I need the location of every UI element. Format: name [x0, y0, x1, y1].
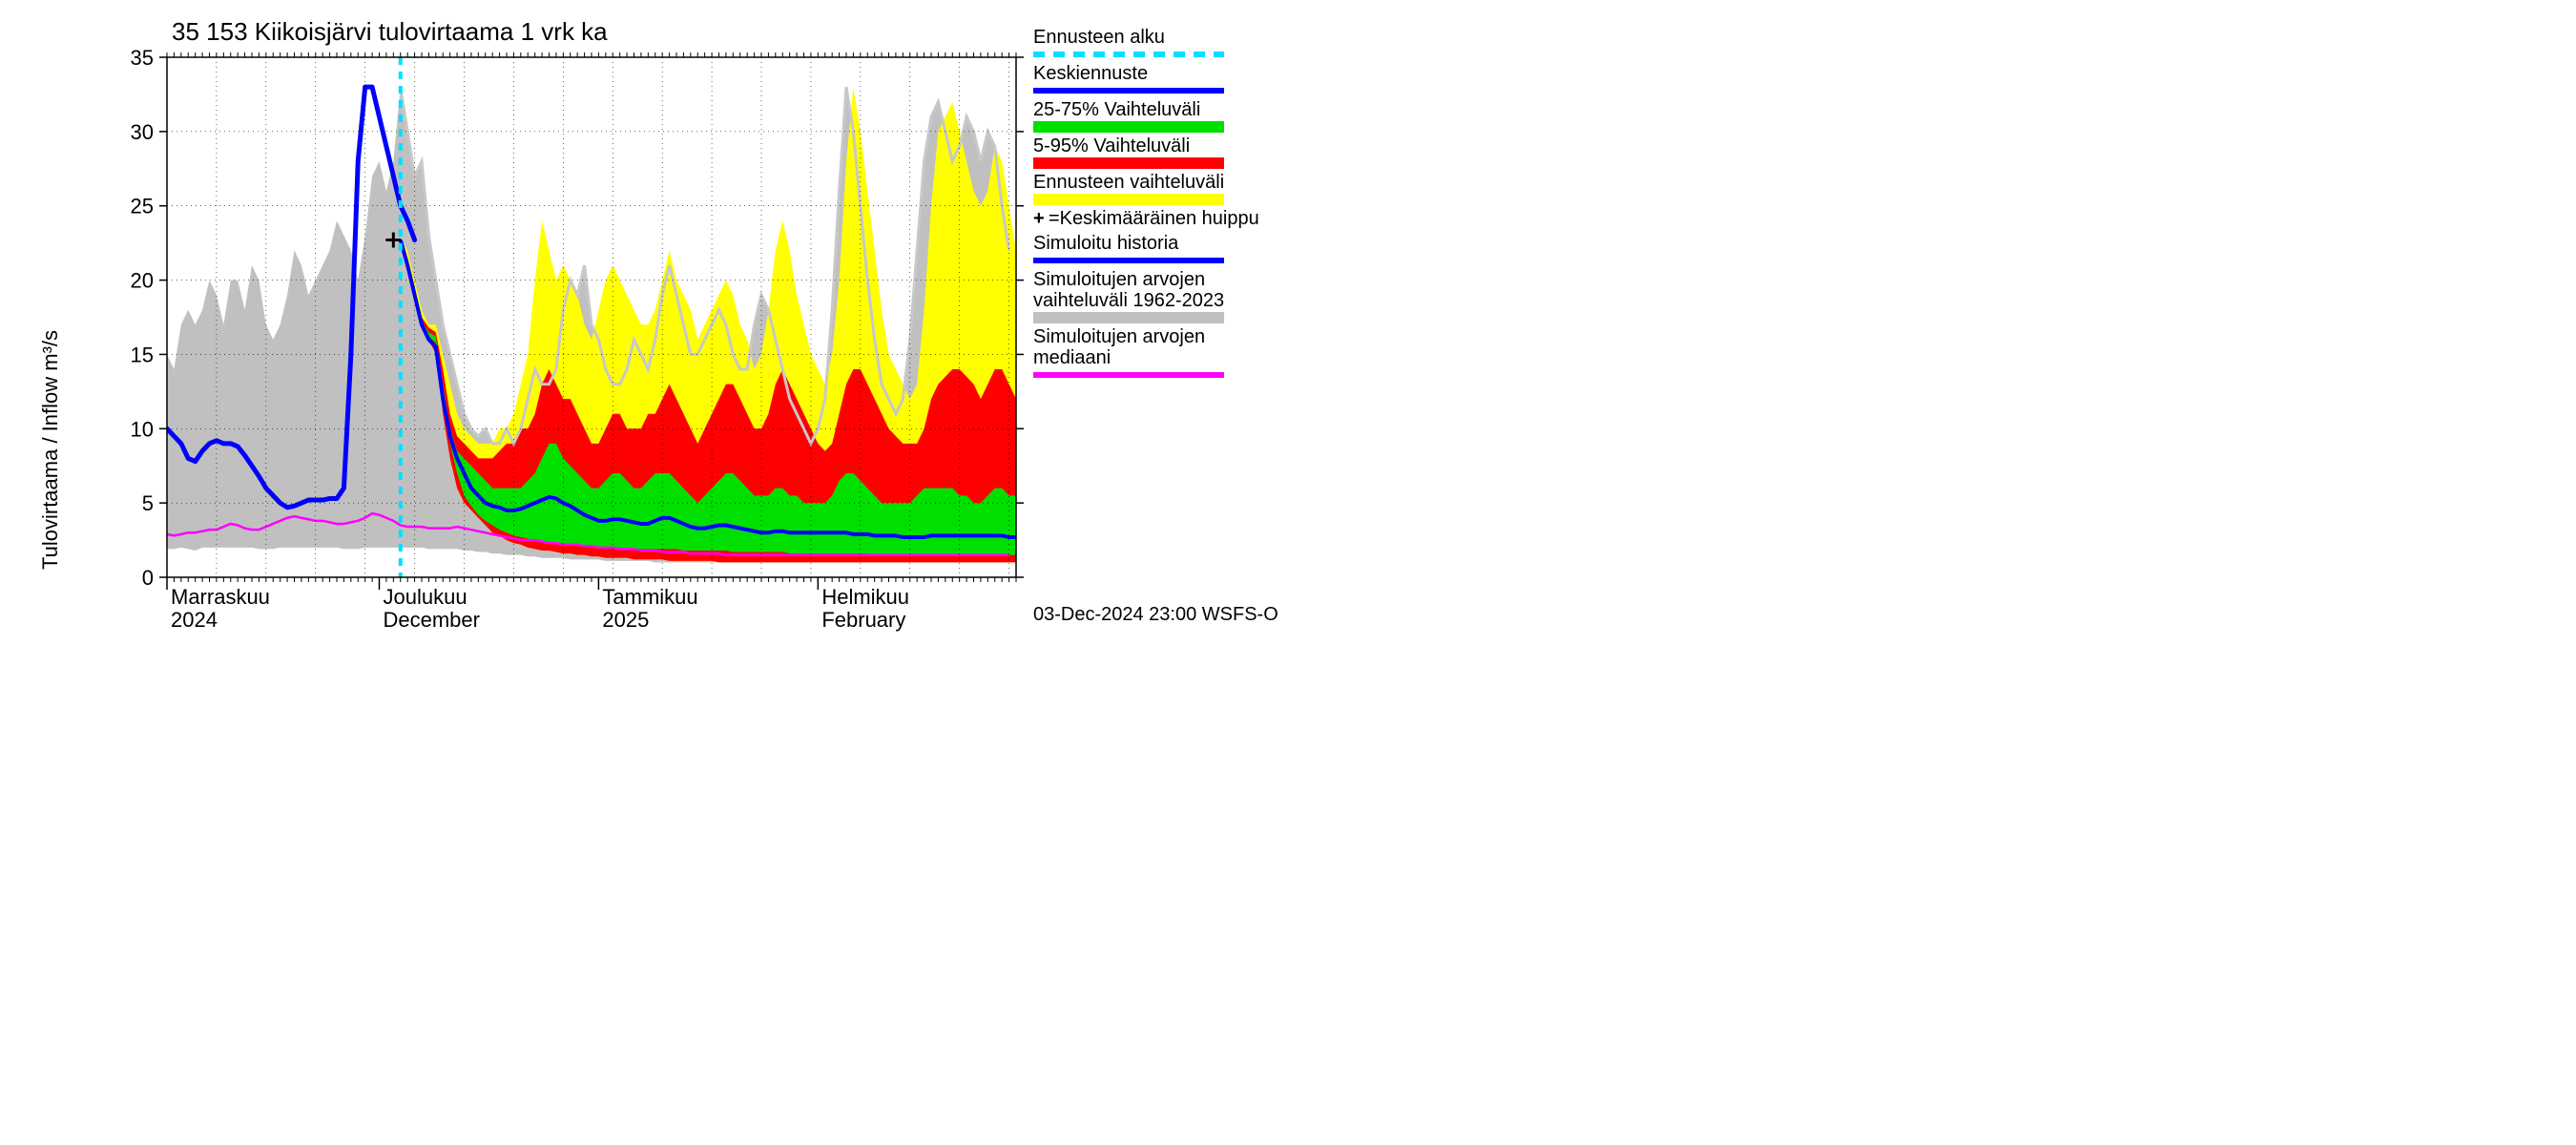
legend-label: Simuloitujen arvojen — [1033, 269, 1205, 290]
chart-footer: 03-Dec-2024 23:00 WSFS-O — [1033, 604, 1278, 625]
x-month-label-fi: Joulukuu — [384, 585, 467, 609]
y-tick-label: 35 — [131, 46, 154, 70]
inflow-forecast-chart: 05101520253035Marraskuu2024JoulukuuDecem… — [0, 0, 1431, 649]
x-month-label-fi: Helmikuu — [821, 585, 909, 609]
x-month-label-en: 2025 — [602, 608, 649, 632]
y-tick-label: 30 — [131, 120, 154, 144]
legend-label: 25-75% Vaihteluväli — [1033, 99, 1200, 120]
legend-label: Simuloitujen arvojen — [1033, 326, 1205, 347]
x-month-label-fi: Tammikuu — [602, 585, 697, 609]
legend-label: vaihteluväli 1962-2023 — [1033, 290, 1224, 311]
legend-label: Ennusteen alku — [1033, 27, 1165, 48]
legend-swatch — [1033, 157, 1224, 169]
legend-swatch — [1033, 312, 1224, 323]
y-axis-label: Tulovirtaama / Inflow m³/s — [38, 330, 62, 570]
legend-swatch — [1033, 194, 1224, 205]
legend-label: =Keskimääräinen huippu — [1049, 208, 1259, 229]
y-tick-label: 10 — [131, 417, 154, 441]
x-month-label-en: December — [384, 608, 480, 632]
y-tick-label: 15 — [131, 343, 154, 366]
legend-label: Keskiennuste — [1033, 63, 1148, 84]
legend-swatch — [1033, 258, 1224, 263]
legend-label: mediaani — [1033, 347, 1111, 368]
legend-swatch — [1033, 121, 1224, 133]
chart-container: 05101520253035Marraskuu2024JoulukuuDecem… — [0, 0, 1431, 649]
y-tick-label: 25 — [131, 195, 154, 219]
y-tick-label: 20 — [131, 269, 154, 293]
y-tick-label: 5 — [142, 491, 154, 515]
legend-label: Simuloitu historia — [1033, 233, 1179, 254]
legend-label: 5-95% Vaihteluväli — [1033, 135, 1190, 156]
legend-swatch — [1033, 372, 1224, 378]
x-month-label-fi: Marraskuu — [171, 585, 270, 609]
legend-label: Ennusteen vaihteluväli — [1033, 172, 1224, 193]
legend-swatch — [1033, 88, 1224, 94]
legend-plus-icon: + — [1033, 208, 1045, 229]
x-month-label-en: 2024 — [171, 608, 218, 632]
chart-title: 35 153 Kiikoisjärvi tulovirtaama 1 vrk k… — [172, 17, 608, 46]
x-month-label-en: February — [821, 608, 905, 632]
y-tick-label: 0 — [142, 566, 154, 590]
